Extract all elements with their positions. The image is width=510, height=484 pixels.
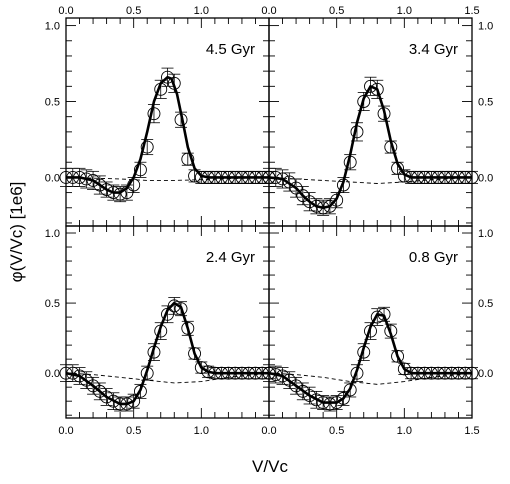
data-point [309, 393, 323, 407]
fit-curve [66, 75, 269, 194]
x-tick-label: 0.5 [126, 425, 141, 437]
data-point [106, 394, 120, 408]
panels-group: 4.5 Gyr 0.0 0.5 1.0 0.0 0.5 1.0 3.4 Gyr 0.0 0.5 1.… [45, 5, 494, 437]
y-tick-label: 0.5 [45, 298, 60, 310]
panel-label: 2.4 Gyr [206, 249, 255, 266]
fit-curve [268, 85, 472, 210]
x-tick-label: 1.0 [397, 425, 412, 437]
data-point [323, 397, 337, 411]
panel-4: 0.8 Gyr 0.0 0.5 1.0 1.5 0.0 0.5 1.0 [261, 225, 493, 437]
data-point [370, 82, 384, 96]
data-point [133, 384, 147, 398]
data-point [194, 361, 208, 374]
x-tick-label: 0.0 [261, 425, 276, 437]
data-point [343, 383, 357, 397]
x-tick-label: 0.5 [126, 5, 141, 17]
y-tick-label: 0.5 [478, 298, 493, 310]
x-tick-label: 0.0 [58, 425, 73, 437]
data-point [397, 362, 411, 376]
data-point [364, 79, 377, 93]
data-point [181, 152, 195, 166]
y-tick-label: 0.5 [45, 97, 60, 109]
y-tick-label: 0.0 [45, 172, 60, 184]
data-point [93, 178, 107, 192]
data-point [127, 394, 141, 408]
x-tick-label: 0.5 [329, 5, 344, 17]
data-point [309, 199, 323, 213]
y-tick-label: 1.0 [45, 228, 60, 240]
x-tick-label: 0.5 [329, 425, 344, 437]
x-tick-label: 1.5 [464, 425, 479, 437]
data-point [303, 195, 317, 209]
x-tick-label: 0.0 [261, 5, 276, 17]
x-tick-label: 1.5 [464, 5, 479, 17]
x-axis-title: V/Vc [252, 457, 288, 476]
data-point [133, 163, 147, 177]
y-tick-label: 1.0 [478, 21, 493, 33]
dashed-reference-curve [268, 176, 473, 184]
data-point [86, 174, 100, 187]
data-point [336, 391, 350, 405]
data-point [140, 140, 154, 154]
panel-label: 3.4 Gyr [409, 41, 458, 58]
data-point [181, 321, 195, 335]
panel-label: 0.8 Gyr [409, 249, 458, 266]
x-tick-label: 1.0 [194, 5, 209, 17]
fit-curve [65, 301, 269, 406]
y-tick-label: 1.0 [478, 228, 493, 240]
panel-frame [268, 225, 473, 419]
dashed-reference-curve [65, 372, 270, 384]
y-tick-label: 0.0 [45, 368, 60, 380]
fit-curve [268, 312, 472, 404]
y-tick-label: 0.0 [478, 172, 493, 184]
y-tick-label: 0.0 [478, 368, 493, 380]
data-point [113, 187, 127, 201]
data-point [391, 349, 405, 363]
y-axis-title: φ(V/Vc) [1e6] [7, 182, 26, 283]
data-point [79, 172, 93, 186]
x-tick-label: 1.0 [194, 425, 209, 437]
y-tick-label: 0.5 [478, 97, 493, 109]
data-point [296, 384, 310, 398]
panel-label: 4.5 Gyr [206, 41, 255, 58]
data-point [289, 181, 303, 195]
data-point [147, 107, 161, 121]
data-point [357, 95, 371, 108]
panel-2: 3.4 Gyr 0.0 0.5 1.0 1.5 0.0 0.5 1.0 [261, 5, 493, 227]
x-tick-label: 1.0 [397, 5, 412, 17]
data-point [316, 201, 330, 215]
dashed-reference-curve [65, 176, 270, 181]
data-point [330, 193, 344, 207]
x-tick-label: 0.0 [58, 5, 73, 17]
data-point [174, 302, 188, 316]
y-tick-label: 1.0 [45, 21, 60, 33]
dashed-reference-curve [268, 372, 473, 385]
data-point [100, 183, 114, 197]
panel-3: 2.4 Gyr 0.0 0.5 1.0 0.0 0.5 1.0 [45, 225, 276, 437]
data-point [188, 347, 202, 360]
data-point [303, 389, 317, 403]
data-point [100, 390, 114, 404]
panel-1: 4.5 Gyr 0.0 0.5 1.0 0.0 0.5 1.0 [45, 5, 276, 227]
